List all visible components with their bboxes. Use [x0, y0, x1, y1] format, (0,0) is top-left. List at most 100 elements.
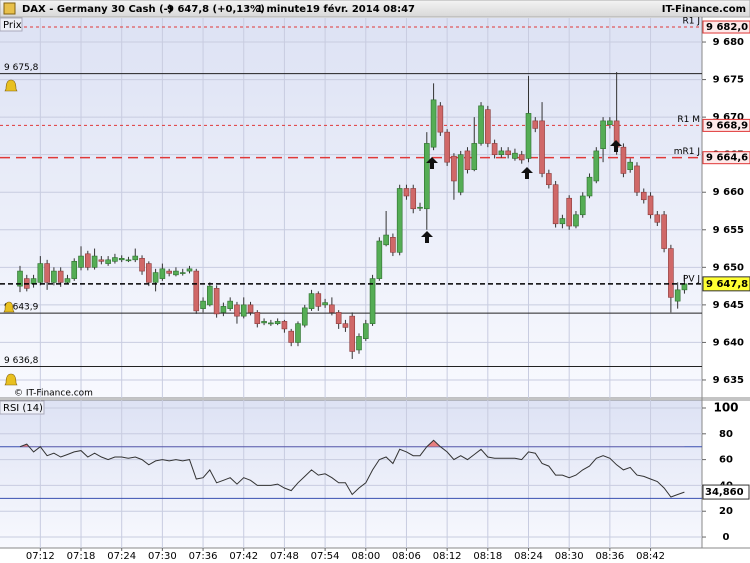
- candle-body: [525, 113, 532, 159]
- signal-arrow: [426, 157, 438, 169]
- instrument-title: DAX - Germany 30 Cash (-): [22, 4, 172, 15]
- candle-body: [410, 188, 417, 210]
- y-tick-label: 9 680: [713, 37, 744, 48]
- pivot-label: 9 668,9: [706, 120, 748, 131]
- candle-body: [30, 278, 37, 285]
- candle-body: [132, 255, 139, 261]
- candle-body: [620, 146, 627, 174]
- candle-body: [118, 258, 125, 261]
- candle-body: [627, 161, 634, 170]
- candle-body: [85, 253, 91, 268]
- candle-body: [247, 304, 254, 313]
- x-tick-label: 07:24: [107, 551, 136, 562]
- x-tick-label: 07:54: [311, 551, 340, 562]
- candle-body: [268, 322, 274, 325]
- panel-label-box: [0, 17, 23, 32]
- candle-body: [498, 150, 505, 155]
- candle-body: [437, 105, 444, 133]
- candle-body: [485, 109, 491, 144]
- rsi-current-label: 34,860: [705, 487, 744, 498]
- candle-body: [444, 131, 450, 163]
- candle-body: [254, 312, 261, 324]
- candle-body: [668, 248, 674, 298]
- alert-bell: [4, 373, 18, 386]
- candle-body: [430, 99, 437, 148]
- drawn-line-label: 9 675,8: [4, 63, 39, 73]
- x-tick-label: 08:12: [433, 551, 462, 562]
- x-tick-label: 08:36: [595, 551, 624, 562]
- candle-body: [362, 323, 369, 339]
- rsi-current-box: [702, 484, 750, 500]
- candle-body: [98, 259, 105, 262]
- rsi-label-box: [0, 400, 45, 415]
- y-tick-label: 9 655: [713, 225, 744, 236]
- candle-body: [634, 165, 640, 193]
- copyright: © IT-Finance.com: [14, 389, 93, 399]
- drawn-line-label: 9 643,9: [4, 303, 39, 313]
- x-tick-label: 08:18: [473, 551, 502, 562]
- x-tick-label: 08:30: [555, 551, 584, 562]
- candle-body: [403, 188, 410, 197]
- candle-body: [356, 336, 362, 351]
- candle-body: [220, 306, 227, 313]
- rsi-tick-label: 80: [719, 429, 733, 440]
- x-tick-label: 08:00: [351, 551, 380, 562]
- candle-body: [681, 283, 688, 291]
- candle-body: [539, 120, 545, 174]
- candle-body: [288, 330, 295, 343]
- rsi-line: [19, 439, 685, 498]
- pivot-name: R1 J: [683, 17, 701, 27]
- current-name: PV J: [683, 274, 700, 284]
- candle-body: [573, 214, 579, 227]
- quote: 9 647,8 (+0,13%): [167, 4, 265, 15]
- pivot-label: 9 682,0: [706, 22, 748, 33]
- candle-body: [207, 285, 213, 306]
- candle-body: [193, 270, 200, 312]
- interval: 1 minute: [256, 4, 306, 15]
- y-tick-label: 9 645: [713, 300, 744, 311]
- pivot-name: R1 M: [677, 115, 700, 125]
- candle-body: [295, 323, 301, 343]
- rsi-tick-label: 20: [719, 506, 733, 517]
- candle-body: [57, 270, 64, 283]
- x-tick-label: 07:18: [67, 551, 96, 562]
- candle-body: [532, 120, 539, 129]
- header-bar: [0, 0, 750, 18]
- candle-body: [566, 197, 572, 227]
- candle-body: [464, 150, 471, 170]
- signal-arrow: [610, 140, 622, 152]
- candle-body: [173, 270, 179, 276]
- candle-body: [457, 154, 464, 193]
- candle-body: [322, 302, 328, 306]
- candle-body: [451, 155, 457, 182]
- candle-body: [44, 263, 50, 283]
- candle-body: [559, 218, 566, 225]
- candle-body: [552, 184, 559, 225]
- candle-body: [518, 154, 525, 161]
- candle-body: [376, 240, 383, 279]
- candle-body: [71, 261, 78, 279]
- candle-body: [661, 214, 667, 249]
- y-tick-label: 9 635: [713, 375, 744, 386]
- candle-body: [234, 304, 240, 317]
- candle-body: [342, 323, 349, 328]
- candle-body: [301, 307, 308, 326]
- candle-body: [315, 293, 322, 307]
- signal-arrow: [421, 231, 433, 243]
- x-tick-label: 07:42: [229, 551, 258, 562]
- candle-body: [369, 278, 376, 324]
- candle-body: [112, 257, 118, 262]
- x-tick-label: 08:24: [514, 551, 543, 562]
- y-tick-label: 9 640: [713, 337, 744, 348]
- candle-body: [423, 143, 430, 210]
- candle-body: [647, 195, 654, 216]
- candle-body: [390, 236, 396, 253]
- candle-body: [281, 321, 288, 330]
- pivot-label-box: [702, 118, 750, 132]
- header-icon: [3, 2, 16, 15]
- candle-body: [227, 300, 233, 309]
- x-tick-label: 07:12: [26, 551, 55, 562]
- candle-body: [125, 259, 132, 262]
- y-tick-label: 9 660: [713, 187, 744, 198]
